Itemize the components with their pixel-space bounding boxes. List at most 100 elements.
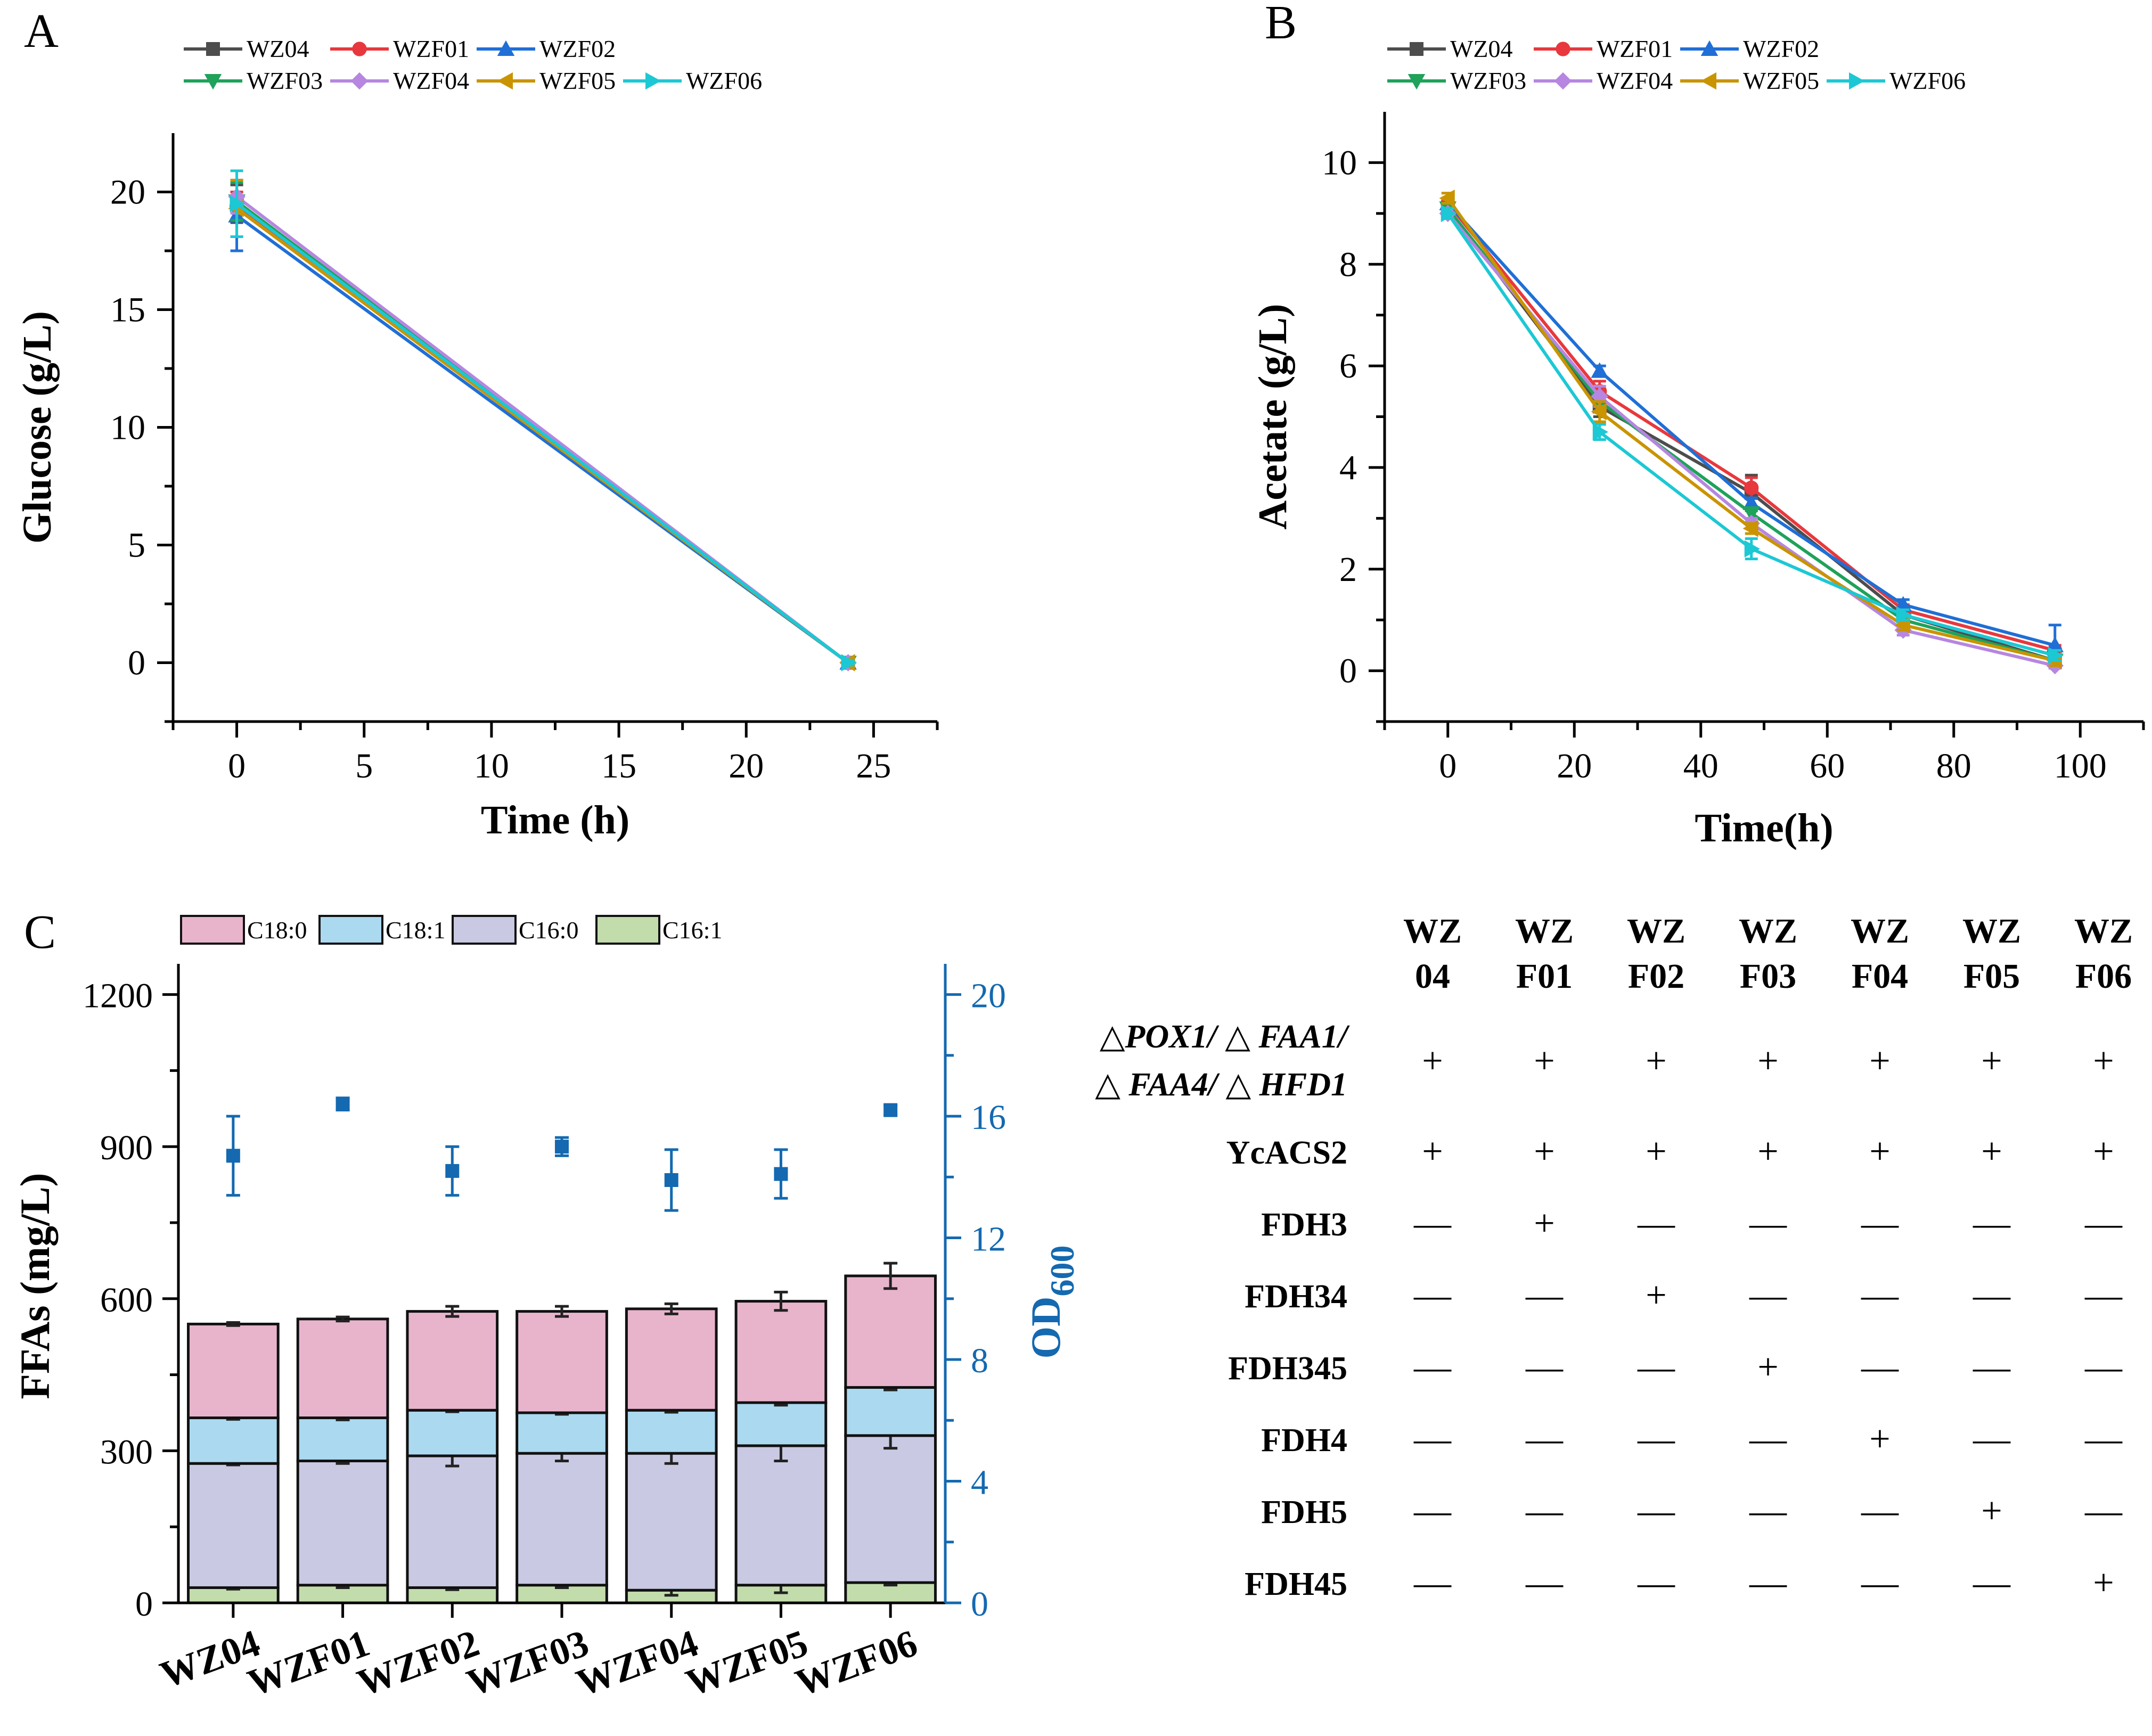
table-row-label: FDH4 xyxy=(1261,1422,1347,1459)
od600-point xyxy=(555,1140,569,1154)
table-header-line1: WZ xyxy=(1739,912,1797,951)
bar-c16-0 xyxy=(516,1452,608,1587)
table-cell-mark: + xyxy=(1869,1131,1890,1172)
bar-c18-1 xyxy=(516,1411,608,1455)
table-row: FDH4 — — — — + — — xyxy=(1261,1419,2123,1460)
y-tick-label: 0 xyxy=(135,1585,153,1624)
table-header-line2: F03 xyxy=(1740,957,1796,996)
table-header-line1: WZ xyxy=(1962,912,2021,951)
legend-item-c18-0: C18:0 xyxy=(180,915,307,945)
bar-group-wzf01 xyxy=(296,1315,389,1604)
table-cell-mark: — xyxy=(1973,1419,2011,1460)
table-cell-mark: — xyxy=(1525,1347,1564,1388)
y-tick-label: 15 xyxy=(110,291,145,330)
table-header-line1: WZ xyxy=(1851,912,1909,951)
y2-tick-label: 16 xyxy=(971,1098,1006,1137)
legend-swatch xyxy=(452,915,517,945)
table-cell-mark: — xyxy=(2084,1275,2123,1316)
bar-group-wzf06 xyxy=(844,1262,937,1604)
table-cell-mark: + xyxy=(1869,1419,1890,1460)
legend-marker xyxy=(1556,42,1570,56)
bar-group-wzf03 xyxy=(516,1305,608,1604)
data-point xyxy=(230,195,246,212)
table-row: FDH3 — + — — — — — xyxy=(1261,1203,2123,1244)
table-cell-mark: + xyxy=(1757,1041,1778,1082)
data-point xyxy=(1742,494,1760,510)
table-cell-mark: + xyxy=(1422,1041,1443,1082)
table-cell-mark: — xyxy=(1413,1491,1452,1532)
x-tick-label: 15 xyxy=(601,747,636,785)
series-line xyxy=(1446,207,2056,662)
legend-label: WZF02 xyxy=(539,35,616,62)
table-cell-mark: — xyxy=(1637,1491,1675,1532)
legend-label: C16:1 xyxy=(662,916,722,944)
panel-b: B 0 20 40 60 80 100 0 2 4 6 8 10 Time(h) Acetate (g/L)… xyxy=(1250,0,2145,850)
table-header-cell: WZ F02 xyxy=(1627,912,1685,996)
data-point xyxy=(841,654,857,672)
table-header-line1: WZ xyxy=(1627,912,1685,951)
od600-point xyxy=(445,1164,460,1178)
bar-c18-1 xyxy=(734,1401,828,1447)
table-cell-mark: — xyxy=(1749,1203,1787,1244)
y-tick-label: 10 xyxy=(110,408,145,447)
legend-label: WZ04 xyxy=(1450,35,1513,62)
table-row: FDH34 — — + — — — — xyxy=(1245,1275,2123,1316)
y-tick-label: 0 xyxy=(1339,652,1357,691)
table-cell-mark: — xyxy=(1413,1275,1452,1316)
bar-c18-1 xyxy=(844,1386,937,1437)
legend: WZ04 WZF01 WZF02 WZF03 WZF04 WZF05 WZF06 xyxy=(1387,35,1966,94)
legend-marker xyxy=(204,74,222,90)
y2-tick-label: 0 xyxy=(971,1585,988,1624)
table-header-line2: F05 xyxy=(1963,957,2020,996)
table-cell-mark: — xyxy=(1637,1203,1675,1244)
data-point xyxy=(1742,520,1758,537)
data-point xyxy=(1441,204,1457,223)
table-row: YcACS2 + + + + + + + xyxy=(1226,1131,2114,1172)
series-line xyxy=(235,202,849,664)
bar-group-wz04 xyxy=(187,1321,280,1604)
x-tick-label: WZF06 xyxy=(790,1622,922,1705)
table-header-line2: F04 xyxy=(1852,957,1908,996)
table-header-line2: F02 xyxy=(1628,957,1684,996)
y-axis-label: Acetate (g/L) xyxy=(1250,304,1295,529)
table-cell-mark: + xyxy=(1757,1131,1778,1172)
table-cell-mark: + xyxy=(1534,1041,1554,1082)
bar-group-wzf04 xyxy=(625,1302,718,1604)
error-bar xyxy=(336,1315,350,1323)
series-wzf01 xyxy=(1441,196,2063,658)
bar-c18-0 xyxy=(187,1322,280,1420)
table-cell-mark: + xyxy=(1757,1347,1778,1388)
series-wzf06 xyxy=(230,169,857,672)
legend-item-c16-1: C16:1 xyxy=(595,915,722,945)
table-cell-mark: — xyxy=(1973,1562,2011,1603)
bar-c18-1 xyxy=(296,1416,389,1462)
data-point xyxy=(1744,540,1760,558)
y-tick-label: 1200 xyxy=(83,977,153,1016)
legend: WZ04 WZF01 WZF02 WZF03 WZF04 WZF05 WZF06 xyxy=(184,35,762,94)
od600-point xyxy=(883,1103,898,1117)
bar-c16-0 xyxy=(625,1452,718,1592)
legend-marker xyxy=(206,42,220,56)
legend-marker xyxy=(1849,72,1865,90)
series-line xyxy=(1446,202,2056,652)
y-tick-label: 4 xyxy=(1339,448,1357,487)
table-cell-mark: — xyxy=(1413,1419,1452,1460)
legend-item-wzf03: WZF03 xyxy=(1387,67,1526,94)
legend-swatch xyxy=(318,915,383,945)
bar-c18-1 xyxy=(406,1409,499,1457)
legend-label: WZF06 xyxy=(1889,67,1966,94)
table-cell-mark: + xyxy=(1534,1131,1554,1172)
legend-marker xyxy=(497,72,513,90)
table-cell-mark: — xyxy=(1413,1562,1452,1603)
series-wzf05 xyxy=(1439,189,2062,669)
table-cell-mark: + xyxy=(2093,1562,2114,1603)
table-cell-mark: — xyxy=(1973,1347,2011,1388)
x-tick-label: 5 xyxy=(355,747,373,785)
legend-marker xyxy=(352,42,367,56)
table-cell-mark: + xyxy=(2093,1131,2114,1172)
table-row-label: FDH5 xyxy=(1261,1494,1347,1530)
table-cell-mark: + xyxy=(1981,1041,2002,1082)
table-cell-mark: — xyxy=(1861,1491,1899,1532)
y2-axis-label-sub: 600 xyxy=(1043,1246,1081,1297)
od600-point xyxy=(336,1097,350,1111)
